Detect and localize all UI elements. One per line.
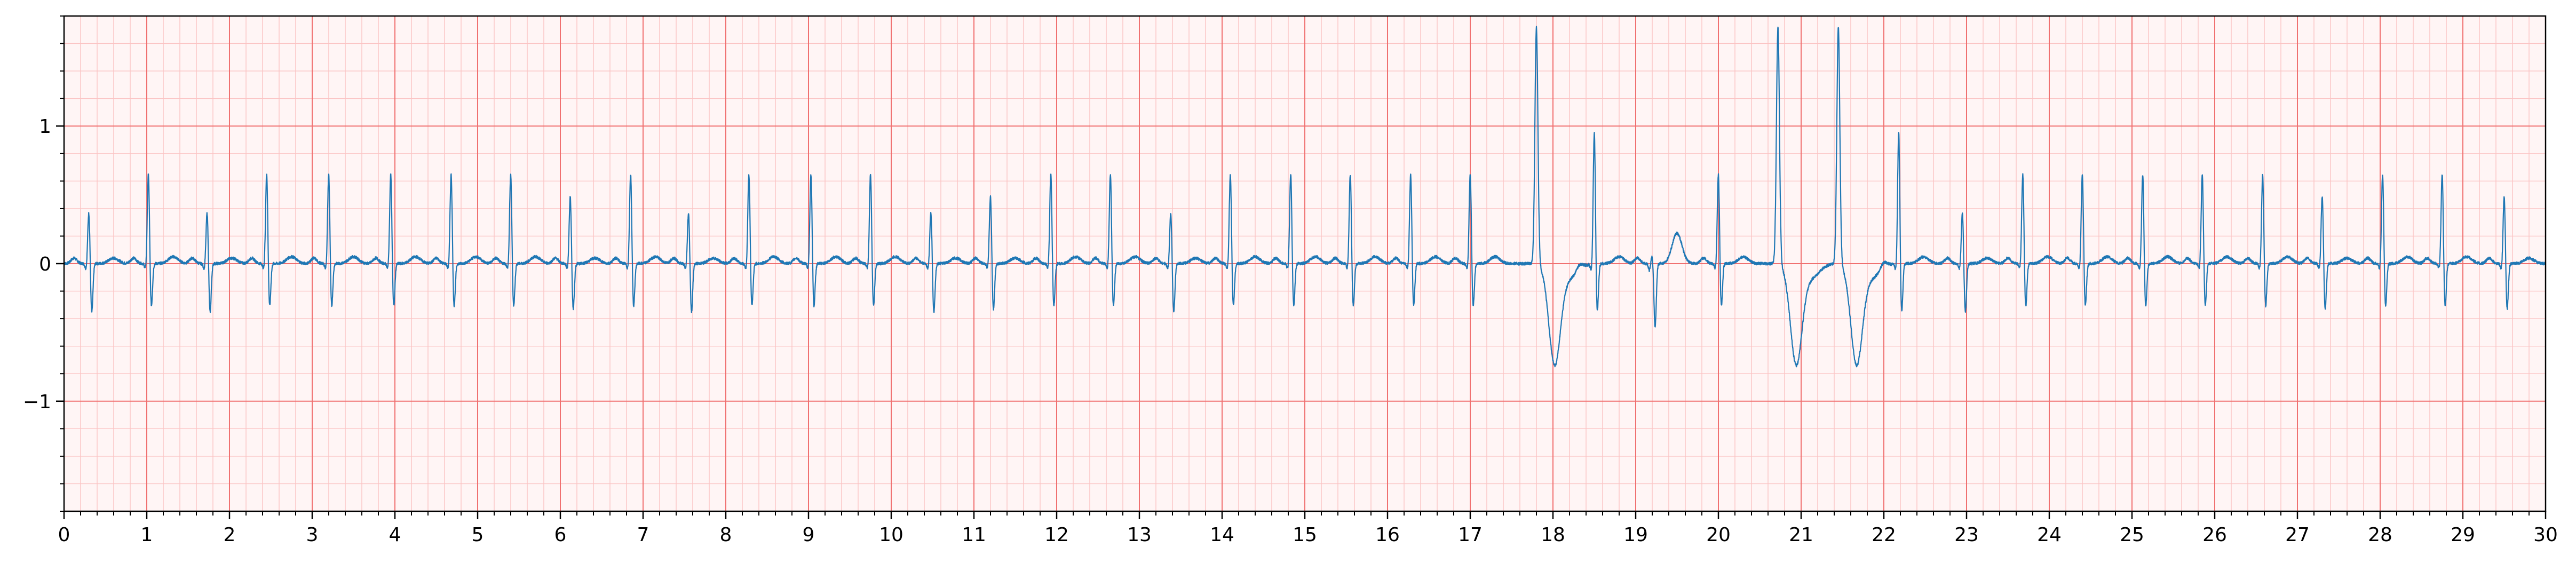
x-tick-label: 0 [58,524,70,546]
y-tick-label: 0 [39,253,51,275]
x-tick-label: 9 [803,524,815,546]
y-tick-label: 1 [39,116,51,138]
x-tick-label: 21 [1789,524,1813,546]
x-tick-label: 29 [2451,524,2475,546]
x-tick-label: 27 [2285,524,2310,546]
x-tick-label: 26 [2202,524,2227,546]
x-tick-label: 12 [1044,524,1069,546]
x-tick-label: 6 [554,524,567,546]
x-tick-label: 5 [472,524,484,546]
x-tick-label: 4 [389,524,401,546]
ecg-trace [64,26,2547,368]
x-tick-label: 18 [1541,524,1565,546]
x-axis: 0 1 2 3 4 5 6 7 8 9 10 11 12 13 14 15 16 17 18 19 20 21 22 23 24… [58,511,2558,546]
x-tick-label: 1 [141,524,153,546]
y-axis: −1 0 1 [23,15,64,512]
x-tick-label: 16 [1375,524,1400,546]
x-tick-label: 19 [1623,524,1648,546]
y-tick-label: −1 [23,391,51,413]
plot-area [63,15,2547,512]
x-tick-label: 11 [962,524,986,546]
x-tick-label: 30 [2533,524,2558,546]
x-tick-label: 20 [1706,524,1731,546]
x-tick-label: 25 [2120,524,2144,546]
x-tick-label: 23 [1954,524,1979,546]
x-tick-label: 3 [306,524,319,546]
x-tick-label: 13 [1127,524,1152,546]
x-tick-label: 10 [879,524,903,546]
x-tick-label: 28 [2368,524,2392,546]
x-tick-label: 24 [2037,524,2062,546]
x-tick-label: 2 [224,524,236,546]
x-tick-label: 14 [1210,524,1234,546]
x-tick-label: 17 [1458,524,1483,546]
x-tick-label: 22 [1872,524,1896,546]
x-tick-label: 7 [637,524,649,546]
x-tick-label: 15 [1293,524,1317,546]
x-tick-label: 8 [720,524,732,546]
